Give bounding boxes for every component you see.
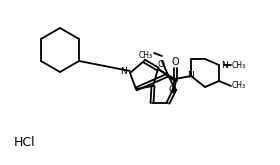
Text: CH₃: CH₃ (139, 51, 153, 60)
Text: HCl: HCl (14, 136, 36, 149)
Text: O: O (171, 57, 179, 67)
Text: N: N (221, 61, 228, 69)
Text: N: N (120, 67, 127, 77)
Text: N: N (188, 71, 194, 81)
Text: CH₃: CH₃ (232, 82, 246, 90)
Text: CH₃: CH₃ (232, 61, 246, 69)
Text: O: O (168, 85, 176, 95)
Text: O: O (157, 60, 165, 69)
